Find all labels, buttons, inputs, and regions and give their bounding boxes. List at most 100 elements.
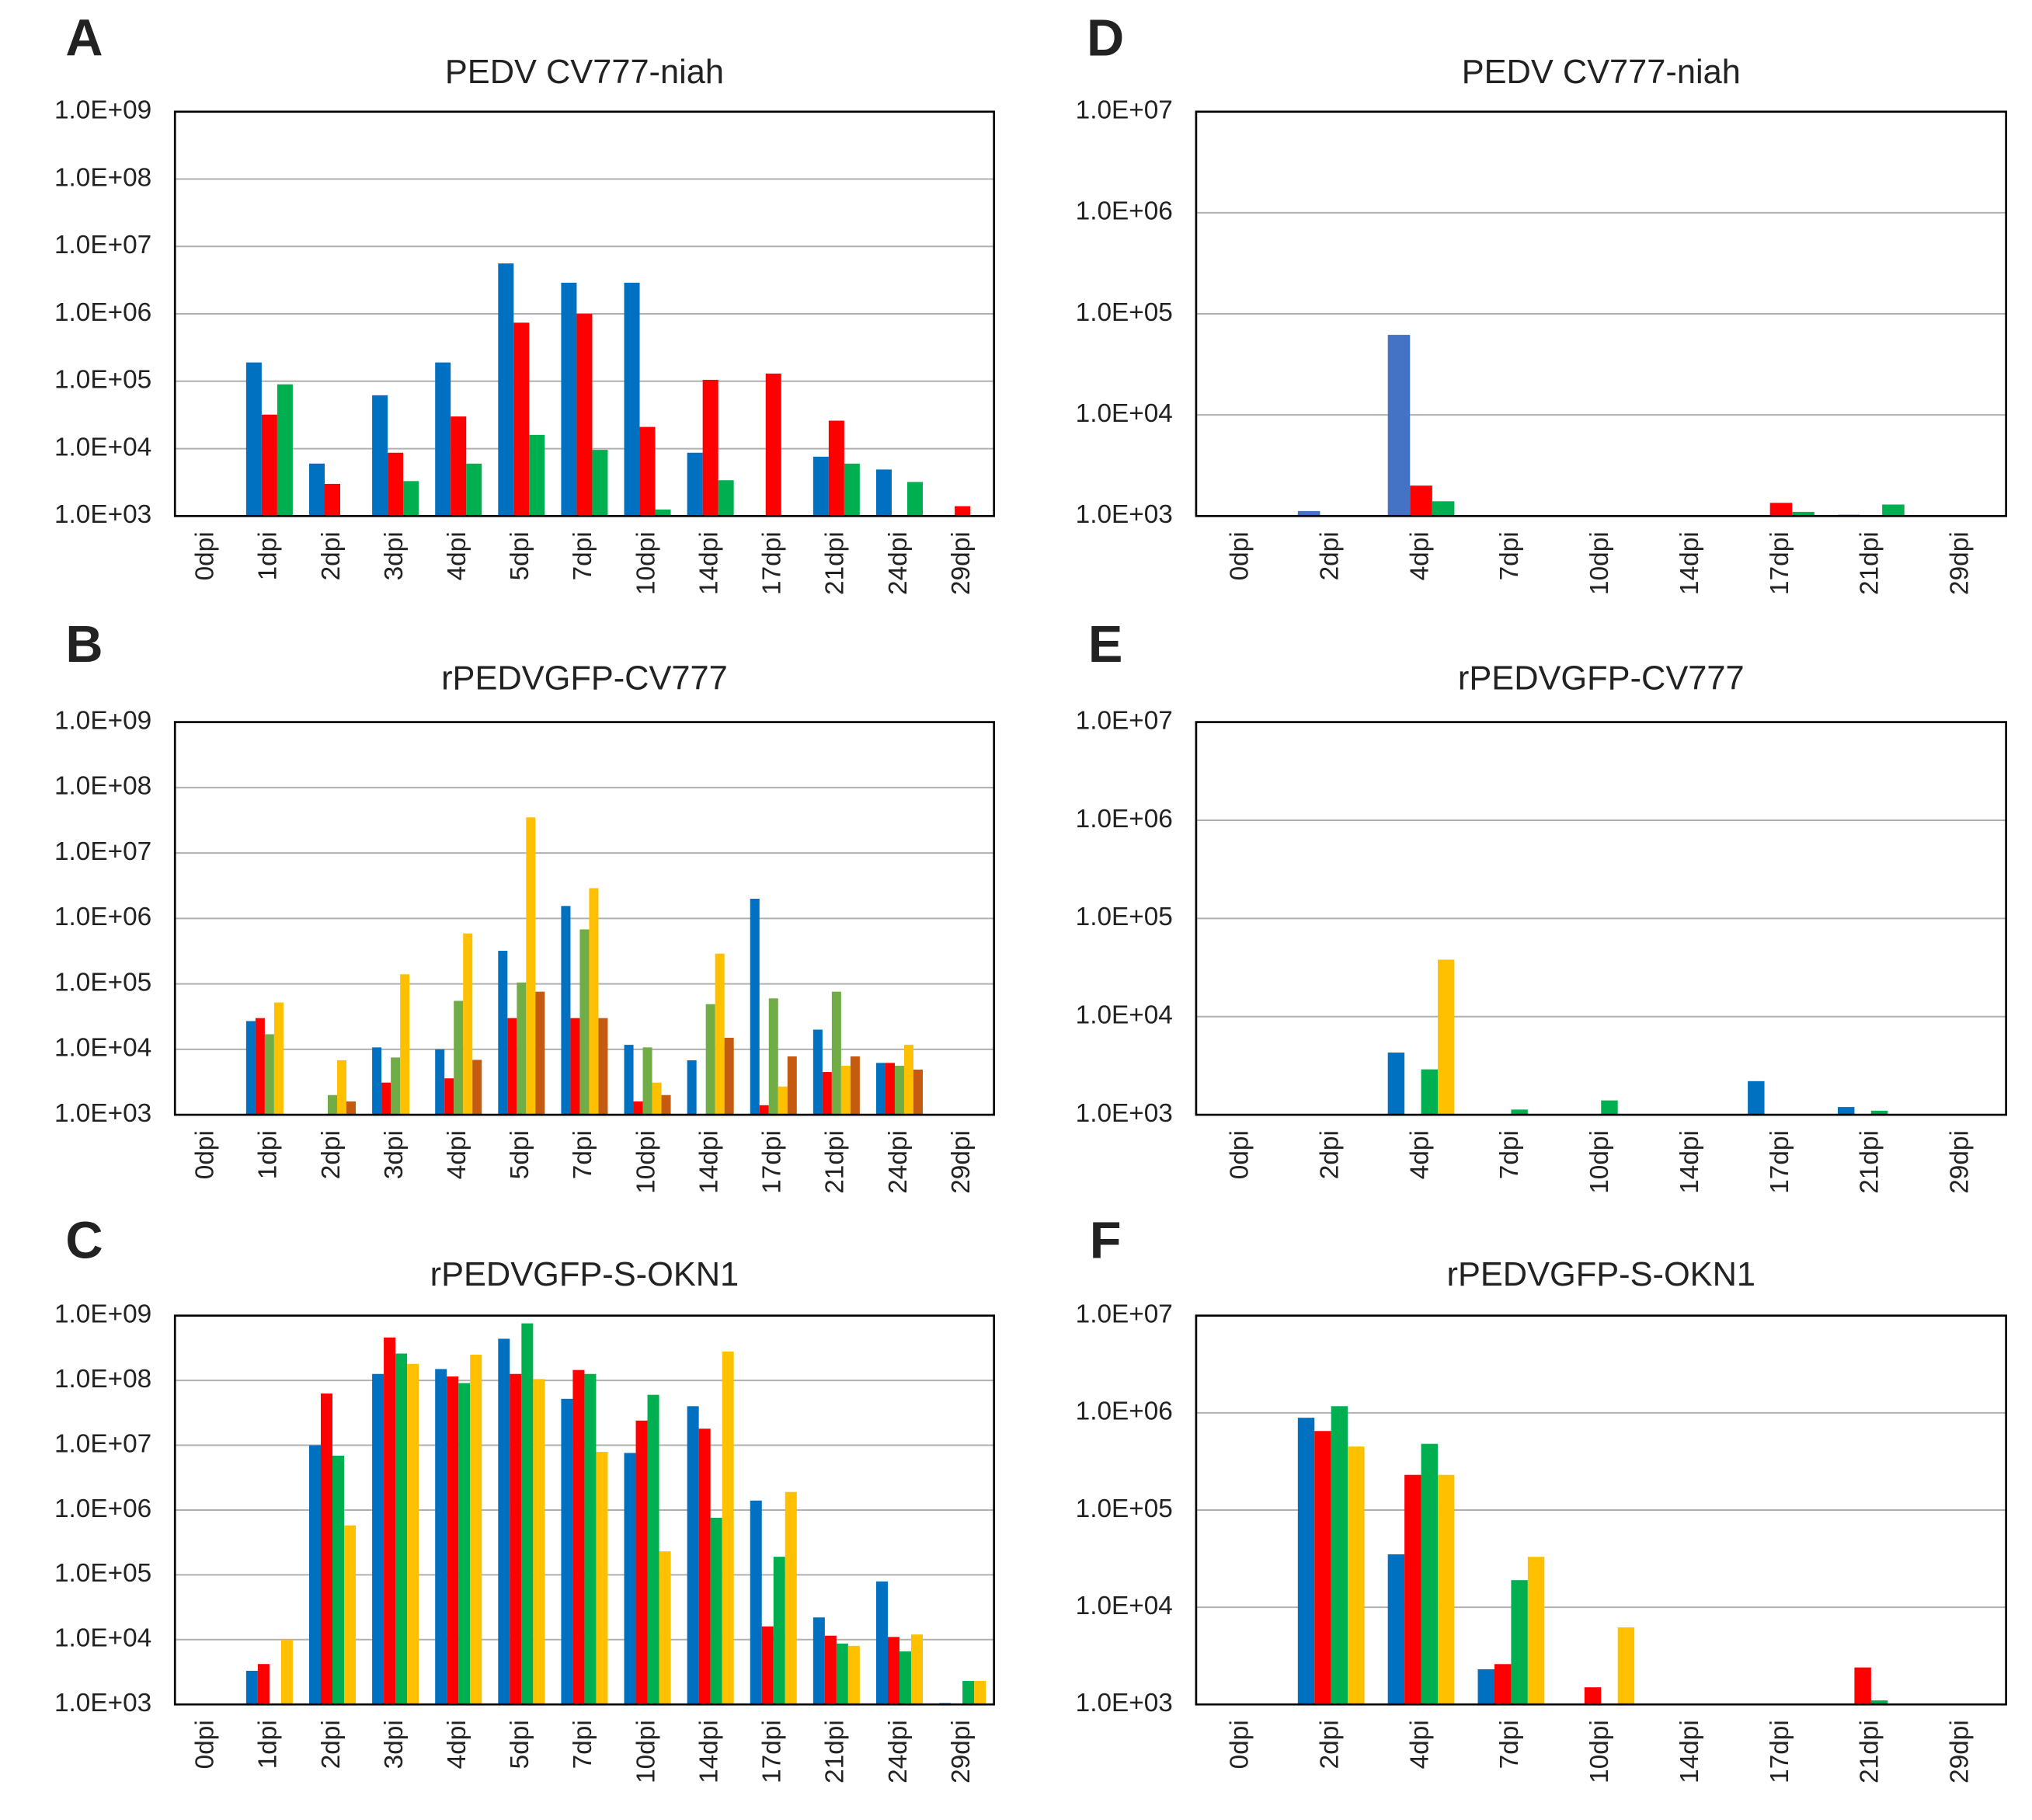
bar: [1854, 1667, 1871, 1705]
x-tick-label: 14dpi: [1675, 1720, 1704, 1783]
bar: [722, 1351, 734, 1705]
bar: [245, 1021, 256, 1115]
y-tick-label: 1.0E+08: [54, 1365, 151, 1394]
bar: [759, 1105, 769, 1115]
bar: [624, 282, 640, 517]
plot-frame: [1195, 110, 2007, 517]
x-tick-label: 10dpi: [632, 1130, 660, 1194]
x-tick-label: 29dpi: [947, 531, 976, 595]
bar: [702, 379, 719, 517]
panel-label: A: [65, 9, 103, 67]
chart-title: rPEDVGFP-CV777: [1458, 660, 1745, 698]
bar: [773, 1557, 785, 1705]
x-tick-label: 2dpi: [1316, 1130, 1345, 1179]
bar: [561, 906, 571, 1115]
y-tick-label: 1.0E+03: [54, 1099, 151, 1128]
bar: [529, 434, 545, 517]
bar: [765, 373, 781, 517]
bar: [403, 481, 419, 517]
x-tick-label: 7dpi: [1495, 1720, 1524, 1769]
panel-label: E: [1088, 616, 1123, 673]
bar: [388, 452, 404, 517]
bar: [1769, 503, 1793, 517]
bar: [1297, 510, 1320, 517]
y-tick-label: 1.0E+03: [1076, 500, 1173, 529]
bar: [761, 1626, 774, 1705]
x-tick-label: 2dpi: [1316, 531, 1345, 580]
x-tick-label: 14dpi: [694, 1130, 723, 1194]
x-tick-label: 4dpi: [1405, 1720, 1434, 1769]
bar: [1601, 1100, 1618, 1115]
bar: [1792, 511, 1815, 517]
y-tick-label: 1.0E+04: [54, 1034, 151, 1063]
bar: [652, 1082, 662, 1115]
y-tick-label: 1.0E+06: [1076, 197, 1173, 226]
bar: [955, 506, 971, 517]
bar: [1870, 1110, 1888, 1115]
x-tick-label: 0dpi: [191, 1720, 220, 1769]
x-tick-label: 10dpi: [1585, 1130, 1614, 1194]
x-tick-label: 17dpi: [1766, 1130, 1794, 1194]
bar: [372, 395, 388, 517]
bar: [1410, 485, 1432, 517]
bar: [261, 414, 277, 517]
bar: [308, 1445, 321, 1705]
bar: [1511, 1580, 1528, 1705]
bar: [572, 1369, 585, 1705]
y-tick-label: 1.0E+07: [54, 231, 151, 259]
bar: [962, 1681, 975, 1705]
bar: [887, 1637, 899, 1705]
x-tick-label: 0dpi: [1226, 531, 1254, 580]
y-tick-label: 1.0E+05: [54, 366, 151, 395]
x-tick-label: 2dpi: [317, 1720, 346, 1769]
bar: [1527, 1557, 1545, 1705]
bar: [592, 450, 608, 517]
bar: [1348, 1446, 1365, 1705]
bar: [1331, 1406, 1348, 1705]
y-tick-label: 1.0E+07: [1076, 96, 1173, 125]
y-tick-label: 1.0E+06: [54, 298, 151, 327]
bar: [812, 456, 829, 517]
y-tick-label: 1.0E+06: [1076, 805, 1173, 833]
bar: [875, 1581, 888, 1705]
chart-title: rPEDVGFP-S-OKN1: [430, 1256, 739, 1293]
x-tick-label: 17dpi: [1766, 1720, 1794, 1783]
x-tick-label: 2dpi: [317, 1130, 346, 1179]
bar: [257, 1664, 270, 1705]
bar: [277, 384, 293, 517]
x-tick-label: 0dpi: [191, 531, 220, 580]
bar: [655, 509, 671, 517]
x-tick-label: 14dpi: [1675, 531, 1704, 595]
bar: [840, 1066, 851, 1115]
bar: [724, 1038, 734, 1115]
bar: [384, 1337, 396, 1705]
x-tick-label: 1dpi: [254, 1720, 283, 1769]
bar: [576, 314, 593, 517]
y-tick-label: 1.0E+07: [54, 837, 151, 866]
x-tick-label: 14dpi: [694, 531, 723, 595]
bar: [750, 1500, 762, 1705]
x-tick-label: 21dpi: [1856, 1130, 1884, 1194]
y-tick-label: 1.0E+09: [54, 96, 151, 125]
bar: [812, 1029, 823, 1115]
x-tick-label: 4dpi: [1405, 1130, 1434, 1179]
bar: [466, 463, 482, 517]
bar: [498, 1338, 510, 1705]
plot-frame: [173, 1314, 995, 1706]
x-tick-label: 0dpi: [1226, 1720, 1254, 1769]
bar: [687, 1060, 697, 1115]
y-tick-label: 1.0E+05: [1076, 1495, 1173, 1523]
bar: [1387, 335, 1411, 517]
bar: [584, 1373, 597, 1705]
bar: [372, 1373, 384, 1705]
bar: [687, 452, 703, 517]
bar: [280, 1639, 293, 1705]
bar: [1748, 1081, 1765, 1115]
bar: [570, 1018, 580, 1115]
bar: [822, 1072, 832, 1115]
x-tick-label: 4dpi: [443, 531, 471, 580]
bar: [875, 469, 892, 517]
x-tick-label: 7dpi: [1495, 1130, 1524, 1179]
bar: [718, 480, 734, 517]
x-tick-label: 14dpi: [1675, 1130, 1704, 1194]
